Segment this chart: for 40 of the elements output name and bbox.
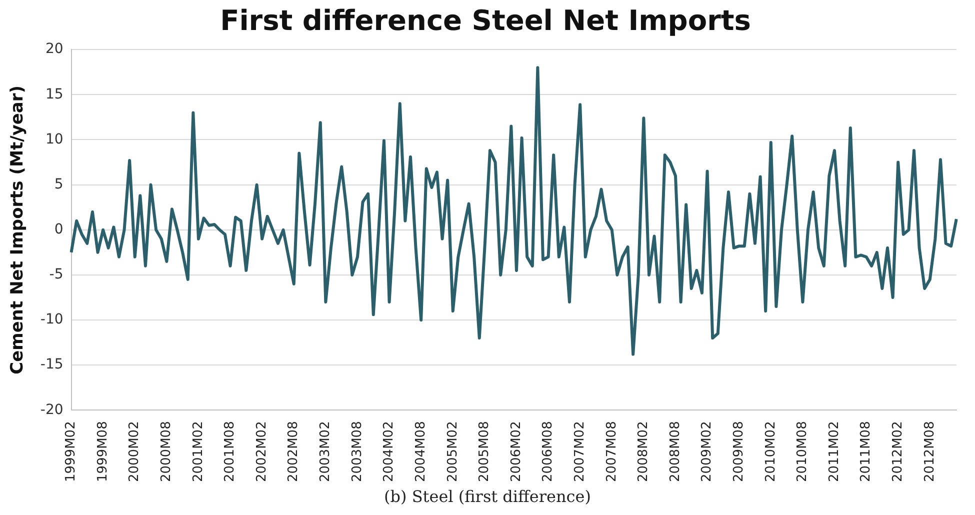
x-tick-label: 2000M02 (127, 421, 142, 482)
chart-title: First difference Steel Net Imports (220, 4, 751, 38)
x-tick-label: 2004M02 (382, 421, 397, 482)
text: (b) Steel (first difference) (383, 487, 592, 506)
x-tick-label: 2011M02 (826, 421, 842, 482)
y-tick-label: -20 (40, 402, 64, 418)
x-tick-label: 2003M02 (318, 421, 334, 482)
x-tick-label: 2009M08 (731, 421, 746, 482)
x-tick-label: 2010M08 (795, 421, 810, 482)
y-tick-label: 15 (45, 86, 64, 102)
y-tick-label: -5 (49, 266, 64, 283)
x-tick-label: 2006M08 (540, 421, 556, 482)
x-tick-label: 2012M08 (922, 421, 938, 482)
x-tick-label: 2002M02 (254, 421, 270, 482)
x-tick-label: 2007M08 (604, 421, 620, 482)
y-tick-label: -15 (40, 356, 64, 373)
y-tick-label: 5 (54, 176, 64, 192)
x-tick-label: 2005M02 (445, 421, 460, 482)
x-tick-label: 2011M08 (858, 421, 874, 482)
x-tick-label: 2008M08 (668, 421, 683, 482)
x-tick-label: 2006M02 (508, 421, 524, 482)
x-tick-label: 2002M08 (286, 421, 302, 482)
y-tick-label: 10 (45, 131, 64, 148)
x-tick-label: 2000M08 (159, 421, 174, 482)
x-tick-label: 2008M02 (636, 421, 652, 482)
x-tick-label: 2005M08 (477, 421, 492, 482)
x-tick-label: 2009M02 (700, 421, 715, 482)
x-tick-label: 1999M08 (95, 421, 110, 482)
x-tick-label: 2004M08 (413, 421, 428, 482)
y-tick-label: 20 (45, 41, 64, 58)
y-tick-label: 0 (54, 222, 64, 238)
x-tick-label: 2001M08 (222, 421, 238, 482)
x-tick-label: 2001M02 (190, 421, 206, 482)
x-tick-label: 2003M08 (350, 421, 365, 482)
x-tick-label: 1999M02 (64, 421, 79, 482)
y-axis-title: Cement Net Imports (Mt/year) (8, 85, 28, 374)
x-tick-label: 2007M02 (572, 421, 588, 482)
x-tick-label: 2012M02 (890, 421, 906, 482)
x-tick-label: 2010M02 (763, 421, 778, 482)
y-tick-label: -10 (40, 312, 64, 328)
